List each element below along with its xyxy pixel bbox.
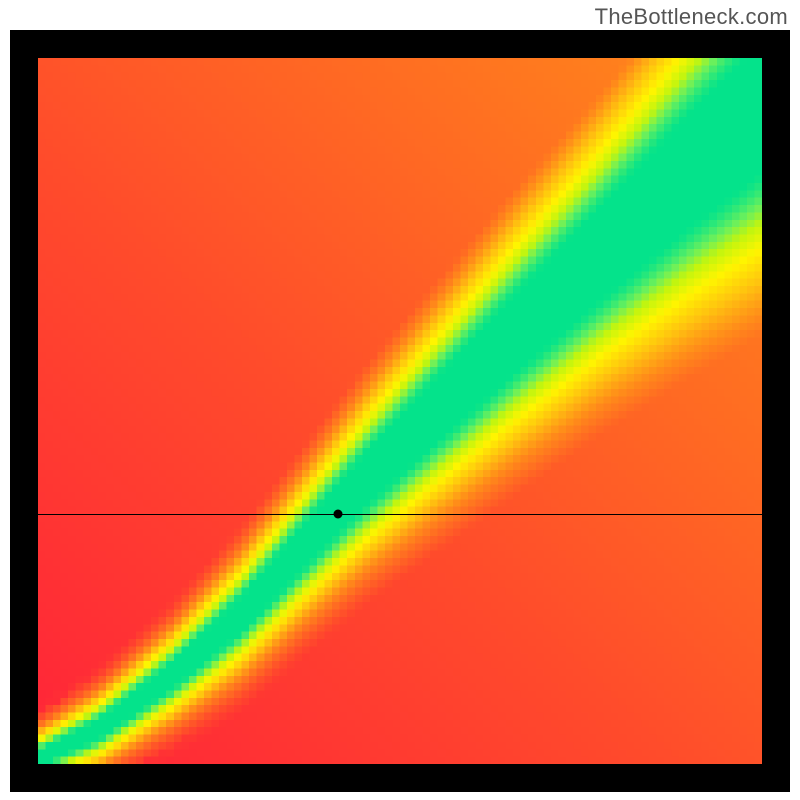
watermark-text: TheBottleneck.com <box>595 4 788 30</box>
crosshair-horizontal <box>38 514 762 515</box>
data-point-marker <box>334 510 343 519</box>
plot-area <box>38 58 762 764</box>
chart-container: TheBottleneck.com <box>0 0 800 800</box>
plot-frame <box>10 30 790 792</box>
heatmap-canvas <box>38 58 762 764</box>
